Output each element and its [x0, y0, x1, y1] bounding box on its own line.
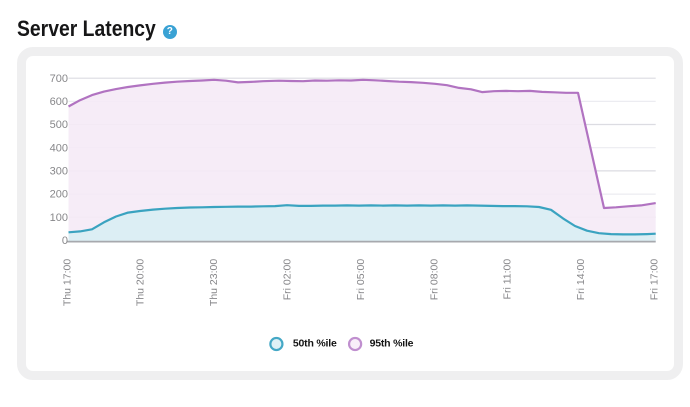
svg-text:Fri 14:00: Fri 14:00 [575, 259, 587, 301]
svg-text:Fri 17:00: Fri 17:00 [649, 259, 661, 301]
svg-text:Thu 23:00: Thu 23:00 [208, 259, 220, 306]
svg-text:400: 400 [50, 142, 68, 154]
svg-text:Fri 02:00: Fri 02:00 [282, 259, 294, 301]
svg-text:Thu 17:00: Thu 17:00 [61, 259, 73, 306]
svg-text:Fri 08:00: Fri 08:00 [428, 259, 440, 301]
svg-text:100: 100 [50, 212, 68, 224]
svg-text:Fri 05:00: Fri 05:00 [355, 259, 367, 301]
svg-text:0: 0 [62, 235, 68, 247]
svg-text:600: 600 [50, 96, 68, 108]
svg-text:300: 300 [50, 166, 68, 178]
svg-text:200: 200 [50, 189, 68, 201]
svg-text:500: 500 [50, 119, 68, 131]
svg-text:700: 700 [50, 73, 68, 85]
svg-text:95th %ile: 95th %ile [370, 337, 414, 349]
svg-text:50th %ile: 50th %ile [293, 337, 337, 349]
svg-text:Thu 20:00: Thu 20:00 [135, 259, 147, 306]
svg-text:Fri 11:00: Fri 11:00 [502, 259, 514, 300]
